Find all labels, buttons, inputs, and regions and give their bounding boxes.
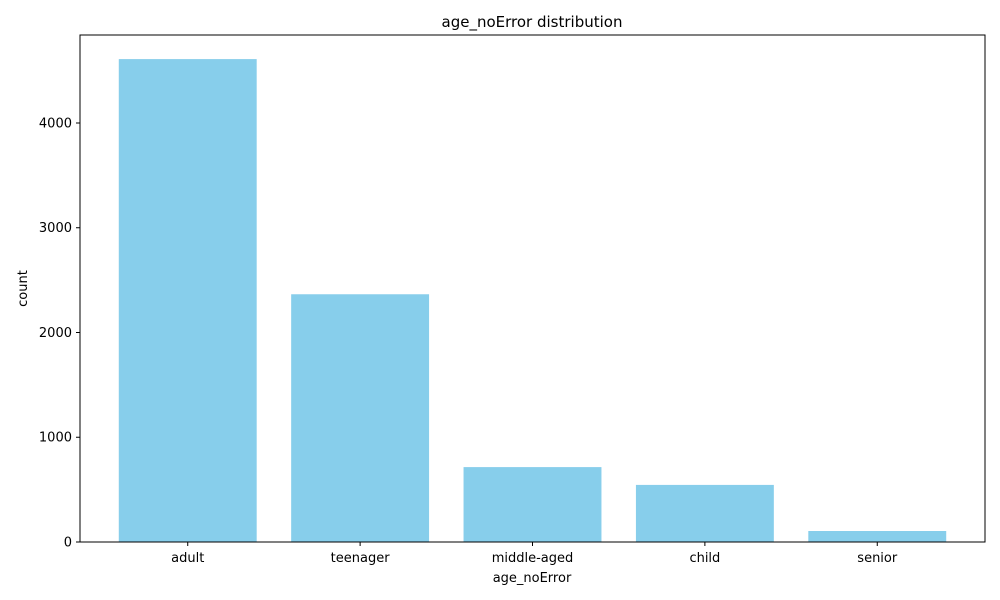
x-tick-label: adult [171, 551, 204, 566]
y-tick-label: 4000 [39, 116, 72, 131]
x-axis-label: age_noError [493, 571, 572, 586]
plot-frame [79, 34, 986, 543]
bars-group [118, 59, 947, 542]
bar-senior [808, 531, 947, 542]
bar-child [635, 484, 774, 542]
x-tick-label: senior [857, 551, 898, 566]
bar-middle-aged [463, 467, 602, 542]
y-tick-label: 0 [64, 536, 72, 551]
y-axis-label: count [16, 270, 31, 307]
bar-adult [118, 59, 257, 542]
x-tick-label: teenager [331, 551, 391, 566]
y-tick-label: 2000 [39, 326, 72, 341]
y-tick-label: 3000 [39, 221, 72, 236]
y-ticks-group: 0 1000 2000 3000 4000 [39, 116, 80, 551]
x-tick-label: middle-aged [492, 551, 574, 566]
y-tick-label: 1000 [39, 431, 72, 446]
chart-title: age_noError distribution [442, 13, 623, 32]
x-ticks-group: adult teenager middle-aged child senior [171, 542, 898, 566]
x-tick-label: child [689, 551, 720, 566]
bar-teenager [291, 294, 430, 542]
